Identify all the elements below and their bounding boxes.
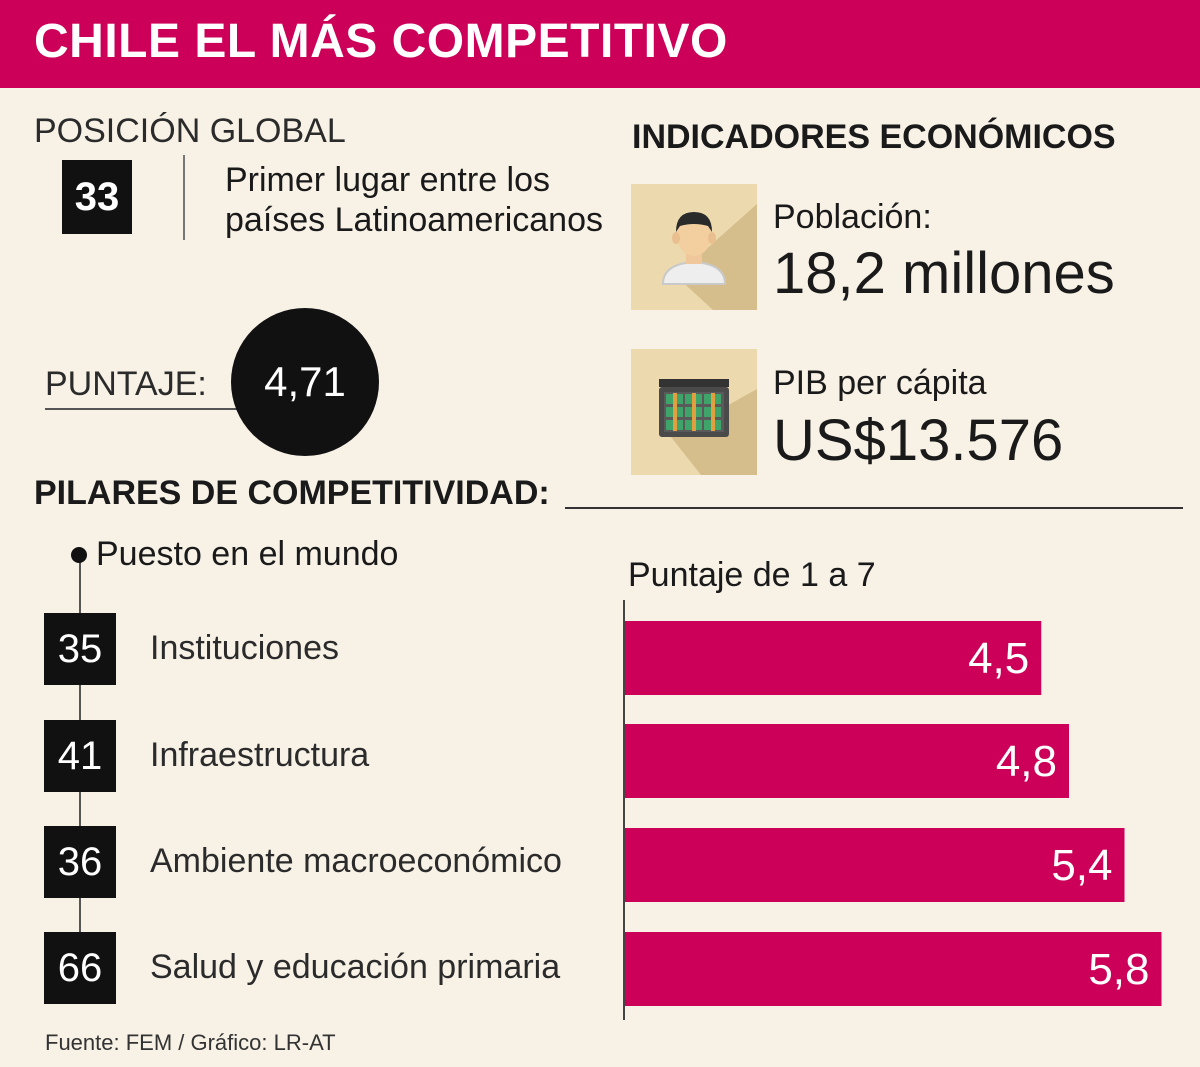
score-bar xyxy=(625,932,1162,1006)
rank-divider xyxy=(183,155,185,240)
population-label: Población: xyxy=(773,198,932,236)
page-title: CHILE EL MÁS COMPETITIVO xyxy=(34,15,728,68)
pillar-name-macroeconomia: Ambiente macroeconómico xyxy=(150,842,562,880)
score-bar xyxy=(625,621,1042,695)
score-bar-label: 5,8 xyxy=(1088,945,1149,994)
score-bar xyxy=(625,724,1069,798)
global-rank-badge: 33 xyxy=(62,160,132,234)
pillar-name-salud: Salud y educación primaria xyxy=(150,948,561,986)
score-badge: 4,71 xyxy=(231,308,379,456)
gdp-value: US$13.576 xyxy=(773,408,1064,473)
score-label: PUNTAJE: xyxy=(45,365,207,403)
pillar-name-infraestructura: Infraestructura xyxy=(150,736,370,774)
global-rank-description: Primer lugar entre los países Latinoamer… xyxy=(225,161,604,239)
money-briefcase-icon xyxy=(631,349,757,475)
score-underline xyxy=(45,408,285,410)
rank-legend-dot xyxy=(71,547,87,563)
pillars-rule xyxy=(565,507,1183,509)
bars-axis xyxy=(623,600,625,1020)
global-position-label: POSICIÓN GLOBAL xyxy=(34,112,346,150)
gdp-label: PIB per cápita xyxy=(773,364,987,402)
pillar-rank-salud: 66 xyxy=(44,932,116,1004)
score-bar-label: 4,8 xyxy=(996,737,1057,786)
pillar-rank-macroeconomia: 36 xyxy=(44,826,116,898)
score-bar-label: 5,4 xyxy=(1051,841,1112,890)
pillar-rank-infraestructura: 41 xyxy=(44,720,116,792)
score-bar-label: 4,5 xyxy=(968,634,1029,683)
pillars-title: PILARES DE COMPETITIVIDAD: xyxy=(34,474,550,512)
score-bar xyxy=(625,828,1125,902)
rank-legend: Puesto en el mundo xyxy=(96,535,399,573)
title-bar xyxy=(0,0,1200,88)
pillar-rank-instituciones: 35 xyxy=(44,613,116,685)
person-icon xyxy=(631,184,757,310)
pillar-name-instituciones: Instituciones xyxy=(150,629,339,667)
score-legend: Puntaje de 1 a 7 xyxy=(628,556,876,594)
source-note: Fuente: FEM / Gráfico: LR-AT xyxy=(45,1030,336,1055)
population-value: 18,2 millones xyxy=(773,241,1115,306)
indicators-title: INDICADORES ECONÓMICOS xyxy=(632,118,1116,156)
